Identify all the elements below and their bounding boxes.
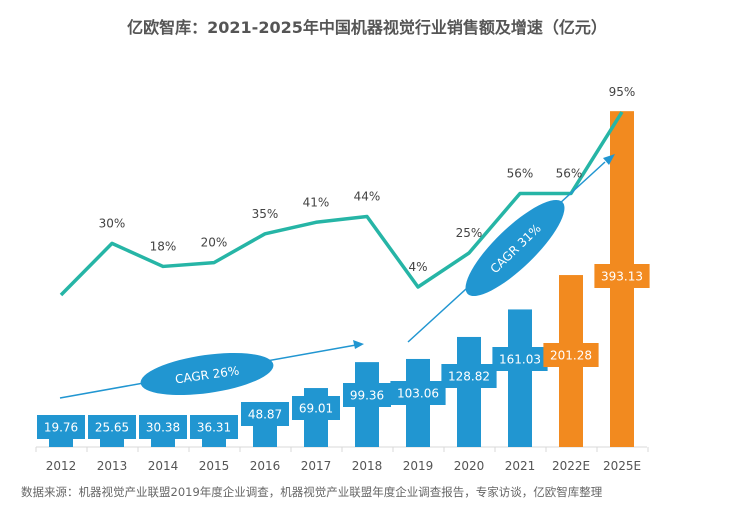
growth-label: 41% <box>303 195 330 209</box>
growth-label: 44% <box>354 190 381 204</box>
x-tick-label: 2018 <box>352 459 383 473</box>
value-label-box <box>292 396 340 420</box>
x-tick-label: 2013 <box>97 459 128 473</box>
growth-label: 95% <box>609 85 636 99</box>
value-label-box <box>390 381 446 405</box>
growth-label: 4% <box>408 260 427 274</box>
chart-title: 亿欧智库：2021-2025年中国机器视觉行业销售额及增速（亿元） <box>127 18 607 37</box>
cagr-arrowhead <box>353 340 364 349</box>
value-label-box <box>441 364 497 388</box>
value-label: 69.01 <box>299 402 333 416</box>
x-tick-label: 2019 <box>403 459 434 473</box>
value-label-box <box>543 343 599 367</box>
growth-label: 35% <box>252 207 279 221</box>
growth-label: 25% <box>456 226 483 240</box>
cagr-ellipse <box>465 199 565 297</box>
value-label-box <box>492 347 548 371</box>
value-label: 201.28 <box>550 349 592 363</box>
value-label: 99.36 <box>350 389 384 403</box>
x-tick-label: 2012 <box>46 459 77 473</box>
x-tick-label: 2015 <box>199 459 230 473</box>
growth-line <box>59 111 624 297</box>
value-label: 128.82 <box>448 370 490 384</box>
value-label-box <box>241 402 289 426</box>
value-label: 25.65 <box>95 421 129 435</box>
growth-label: 56% <box>507 166 534 180</box>
value-label: 393.13 <box>601 270 643 284</box>
value-label-box <box>343 383 391 407</box>
value-label-box <box>139 415 187 439</box>
value-label: 161.03 <box>499 353 541 367</box>
value-label: 19.76 <box>44 421 78 435</box>
x-tick-label: 2021 <box>505 459 536 473</box>
x-tick-label: 2016 <box>250 459 281 473</box>
x-tick-label: 2020 <box>454 459 485 473</box>
value-label-box <box>190 415 238 439</box>
value-label-box <box>37 415 85 439</box>
bar <box>508 309 532 447</box>
value-label: 30.38 <box>146 421 180 435</box>
growth-label: 30% <box>99 216 126 230</box>
x-tick-label: 2022E <box>552 459 590 473</box>
bar <box>457 336 481 447</box>
growth-label: 18% <box>150 239 177 253</box>
value-label-box <box>88 415 136 439</box>
value-label-box <box>594 264 650 288</box>
growth-label: 20% <box>201 236 228 250</box>
growth-label: 56% <box>556 166 583 180</box>
value-label: 36.31 <box>197 421 231 435</box>
x-tick-label: 2017 <box>301 459 332 473</box>
cagr-ellipse <box>140 353 274 395</box>
value-label: 48.87 <box>248 408 282 422</box>
x-tick-label: 2025E <box>603 459 641 473</box>
value-label: 103.06 <box>397 387 439 401</box>
cagr-arrowhead <box>603 154 615 165</box>
source-note: 数据来源：机器视觉产业联盟2019年度企业调查，机器视觉产业联盟年度企业调查报告… <box>21 485 603 499</box>
x-tick-label: 2014 <box>148 459 179 473</box>
